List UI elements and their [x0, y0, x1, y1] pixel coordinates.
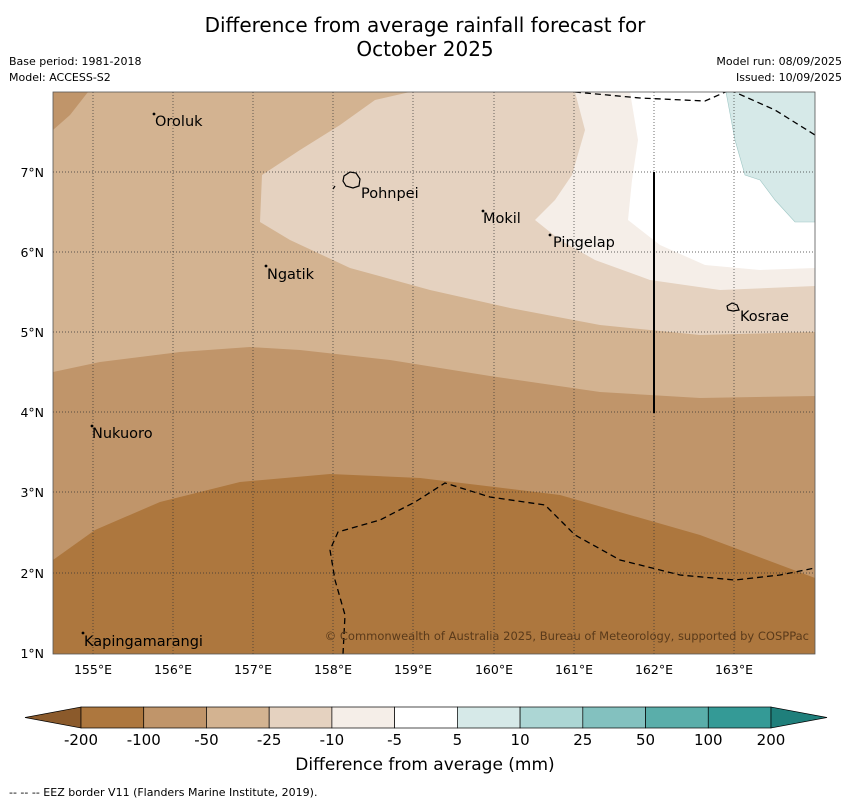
colorbar-label: 25	[573, 731, 592, 749]
place-label-mokil: Mokil	[483, 211, 521, 227]
place-label-kapingamarangi: Kapingamarangi	[84, 634, 203, 650]
place-label-kosrae: Kosrae	[740, 309, 789, 325]
meta-right: Model run: 08/09/2025 Issued: 10/09/2025	[716, 54, 842, 86]
lat-tick-6n: 6°N	[20, 245, 44, 260]
colorbar: -200 -100 -50 -25 -10 -5 5 10 25 50 100 200	[24, 706, 828, 749]
place-label-pohnpei: Pohnpei	[361, 186, 419, 202]
island-shapes	[81, 112, 740, 635]
graticule	[53, 92, 815, 654]
pohnpei-island-outline	[342, 171, 361, 189]
lon-tick-labels: 155°E 156°E 157°E 158°E 159°E 160°E 161°…	[74, 662, 753, 677]
base-period-text: Base period: 1981-2018	[9, 55, 142, 68]
lat-tick-5n: 5°N	[20, 325, 44, 340]
eez-borders	[329, 92, 815, 654]
eez-footnote: -- -- -- EEZ border V11 (Flanders Marine…	[9, 786, 318, 799]
meta-left: Base period: 1981-2018 Model: ACCESS-S2	[9, 54, 141, 86]
lon-tick-161e: 161°E	[555, 662, 593, 677]
issued-text: Issued: 10/09/2025	[735, 71, 842, 84]
colorbar-label: -100	[127, 731, 161, 749]
colorbar-label: 200	[757, 731, 786, 749]
colorbar-box	[331, 706, 395, 729]
colorbar-label: 10	[511, 731, 530, 749]
place-label-oroluk: Oroluk	[155, 114, 203, 130]
place-label-nukuoro: Nukuoro	[92, 426, 153, 442]
colorbar-label: -5	[387, 731, 402, 749]
colorbar-label: -25	[257, 731, 282, 749]
lon-tick-160e: 160°E	[475, 662, 513, 677]
colorbar-label: -10	[320, 731, 345, 749]
map-frame	[52, 91, 816, 655]
model-run-text: Model run: 08/09/2025	[716, 55, 842, 68]
colorbar-title: Difference from average (mm)	[295, 755, 555, 775]
lon-tick-159e: 159°E	[394, 662, 432, 677]
colorbar-label: 5	[453, 731, 463, 749]
colorbar-label: -200	[64, 731, 98, 749]
title-line-2: October 2025	[356, 37, 494, 61]
lat-tick-2n: 2°N	[20, 566, 44, 581]
title-line-1: Difference from average rainfall forecas…	[204, 13, 646, 37]
colorbar-box	[519, 706, 584, 729]
lon-tick-156e: 156°E	[154, 662, 192, 677]
lat-tick-1n: 1°N	[20, 646, 44, 661]
lon-tick-157e: 157°E	[234, 662, 272, 677]
map-title: Difference from average rainfall forecas…	[0, 13, 850, 61]
kosrae-island-outline	[726, 302, 740, 312]
colorbar-box	[143, 706, 207, 729]
place-label-pingelap: Pingelap	[553, 235, 615, 251]
colorbar-label: -50	[194, 731, 219, 749]
colorbar-label: 100	[694, 731, 723, 749]
colorbar-box	[582, 706, 646, 729]
place-label-ngatik: Ngatik	[267, 267, 315, 283]
colorbar-box	[268, 706, 333, 729]
copyright-text: © Commonwealth of Australia 2025, Bureau…	[325, 629, 809, 643]
colorbar-box	[80, 706, 145, 729]
colorbar-extend-high	[770, 706, 828, 729]
colorbar-box	[457, 706, 521, 729]
colorbar-box	[394, 706, 458, 729]
rainfall-contours	[53, 92, 815, 654]
colorbar-label: 50	[636, 731, 655, 749]
colorbar-box	[206, 706, 270, 729]
lon-tick-158e: 158°E	[314, 662, 352, 677]
lat-tick-labels: 1°N 2°N 3°N 4°N 5°N 6°N 7°N	[20, 165, 44, 661]
place-labels: Oroluk Pohnpei Mokil Pingelap Ngatik Kos…	[84, 114, 789, 650]
colorbar-box	[707, 706, 772, 729]
lon-tick-155e: 155°E	[74, 662, 112, 677]
band-minus-100-200-corner	[53, 92, 88, 130]
lat-tick-3n: 3°N	[20, 485, 44, 500]
lat-tick-4n: 4°N	[20, 405, 44, 420]
model-text: Model: ACCESS-S2	[9, 71, 111, 84]
colorbar-extend-low	[24, 706, 82, 729]
colorbar-box	[645, 706, 709, 729]
band-plus-5-10	[725, 92, 815, 223]
lat-tick-7n: 7°N	[20, 165, 44, 180]
lon-tick-162e: 162°E	[635, 662, 673, 677]
lon-tick-163e: 163°E	[715, 662, 753, 677]
